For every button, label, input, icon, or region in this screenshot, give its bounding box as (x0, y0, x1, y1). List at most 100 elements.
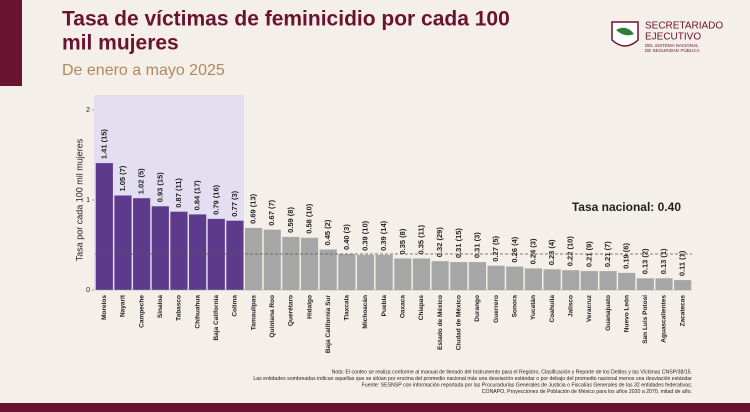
x-tick-label: Morelos (101, 295, 108, 320)
value-label: 0.13 (2) (640, 248, 649, 274)
x-tick-label: San Luis Potosí (642, 295, 649, 344)
value-label: 0.35 (8) (398, 228, 407, 254)
x-tick-label: Hidalgo (306, 295, 313, 319)
logo-text: EJECUTIVO (645, 32, 701, 43)
bar (114, 195, 132, 290)
x-tick-label: Coahuila (549, 295, 556, 323)
bar (618, 272, 636, 290)
value-label: 0.21 (9) (584, 241, 593, 267)
bar (431, 261, 449, 290)
value-label: 0.23 (4) (547, 239, 556, 265)
x-tick-label: Nuevo León (623, 295, 630, 332)
value-label: 0.24 (3) (528, 238, 537, 264)
title: Tasa de víctimas de feminicidio por cada… (62, 8, 510, 31)
bar (580, 271, 598, 290)
value-label: 0.40 (3) (342, 224, 351, 250)
value-label: 0.59 (8) (286, 207, 295, 233)
bar (338, 254, 356, 290)
bottom-band (0, 403, 750, 412)
y-tick-label: 1 (86, 197, 90, 204)
y-tick-label: 2 (86, 107, 90, 114)
note: Nota: El conteo se realiza conforme al m… (332, 369, 692, 375)
bar (95, 163, 113, 290)
value-label: 0.39 (10) (361, 220, 370, 251)
bar (506, 266, 524, 290)
x-tick-label: Durango (474, 295, 481, 322)
bar (207, 218, 225, 290)
logo: SECRETARIADO EJECUTIVO DEL SISTEMA NACIO… (611, 21, 723, 53)
value-label: 1.05 (7) (118, 165, 127, 191)
bar (151, 206, 169, 290)
bar (356, 254, 375, 290)
bar (133, 198, 151, 290)
logo-text: DE SEGURIDAD PÚBLICA (645, 47, 700, 53)
bar (412, 258, 431, 290)
value-label: 0.79 (16) (211, 184, 220, 215)
x-tick-label: Guanajuato (605, 295, 612, 331)
x-tick-label: Nayarit (120, 294, 127, 317)
value-label: 0.67 (7) (267, 199, 276, 225)
note: Las entidades sombreadas indican aquella… (253, 376, 692, 382)
note: CONAPO, Proyecciones de Población de Méx… (482, 389, 692, 395)
x-tick-label: Chihuahua (194, 295, 201, 329)
logo-map (616, 27, 634, 36)
bar (524, 268, 543, 290)
left-band (0, 0, 22, 86)
value-label: 0.35 (11) (416, 224, 425, 254)
subtitle: De enero a mayo 2025 (62, 62, 225, 79)
value-label: 1.41 (15) (99, 129, 108, 160)
x-tick-label: Baja California (213, 295, 220, 341)
x-tick-label: Querétaro (288, 295, 295, 326)
y-tick-label: 0 (86, 287, 90, 294)
bar (244, 227, 263, 290)
value-label: 0.93 (15) (155, 172, 164, 203)
note: Fuente: SESNSP con información reportada… (362, 382, 692, 388)
x-tick-label: Michoacán (362, 295, 369, 329)
x-tick-label: Quintana Roo (269, 295, 276, 338)
logo-text: SECRETARIADO (645, 21, 723, 32)
x-tick-label: Ciudad de México (456, 295, 463, 350)
value-label: 0.87 (11) (174, 178, 183, 208)
x-tick-label: Jalisco (567, 295, 574, 317)
plot: 0 1 2 1.41 (15) Morelos 1.05 (7) Nayarit 1.02 (… (86, 107, 692, 353)
x-tick-label: Chiapas (418, 295, 425, 321)
bar (562, 270, 580, 290)
bar (226, 220, 244, 290)
bar (674, 280, 692, 290)
bar (468, 262, 487, 290)
bar (394, 258, 412, 290)
bar (282, 236, 300, 290)
value-label: 0.11 (1) (678, 250, 687, 276)
value-label: 0.39 (14) (379, 220, 388, 251)
bar (263, 229, 281, 290)
x-tick-label: Aguascalientes (661, 295, 668, 343)
bar (543, 269, 561, 290)
bar (319, 249, 337, 290)
value-label: 0.58 (10) (305, 203, 314, 234)
x-tick-label: Tabasco (176, 295, 183, 321)
value-label: 0.31 (3) (472, 232, 481, 258)
value-label: 0.32 (29) (435, 227, 444, 258)
notes: Nota: El conteo se realiza conforme al m… (253, 369, 692, 395)
x-tick-label: Estado de México (437, 295, 444, 350)
x-tick-label: Colima (232, 295, 239, 317)
value-label: 0.22 (10) (566, 236, 575, 267)
title: mil mujeres (62, 32, 179, 55)
reference-label: Tasa nacional: 0.40 (572, 200, 681, 214)
x-tick-label: Sinaloa (157, 295, 164, 319)
x-tick-label: Veracruz (586, 294, 593, 322)
bar (487, 265, 505, 290)
value-label: 1.02 (5) (137, 168, 146, 194)
bar (450, 262, 468, 290)
bar (636, 278, 654, 290)
x-tick-label: Oaxaca (400, 295, 407, 319)
x-tick-label: Baja California Sur (325, 295, 332, 354)
value-label: 0.77 (3) (230, 190, 239, 216)
x-tick-label: Zacatecas (679, 295, 686, 327)
x-tick-label: Tlaxcala (344, 295, 351, 321)
value-label: 0.27 (5) (491, 235, 500, 261)
x-tick-label: Sonora (511, 295, 518, 318)
value-label: 0.31 (15) (454, 228, 463, 259)
